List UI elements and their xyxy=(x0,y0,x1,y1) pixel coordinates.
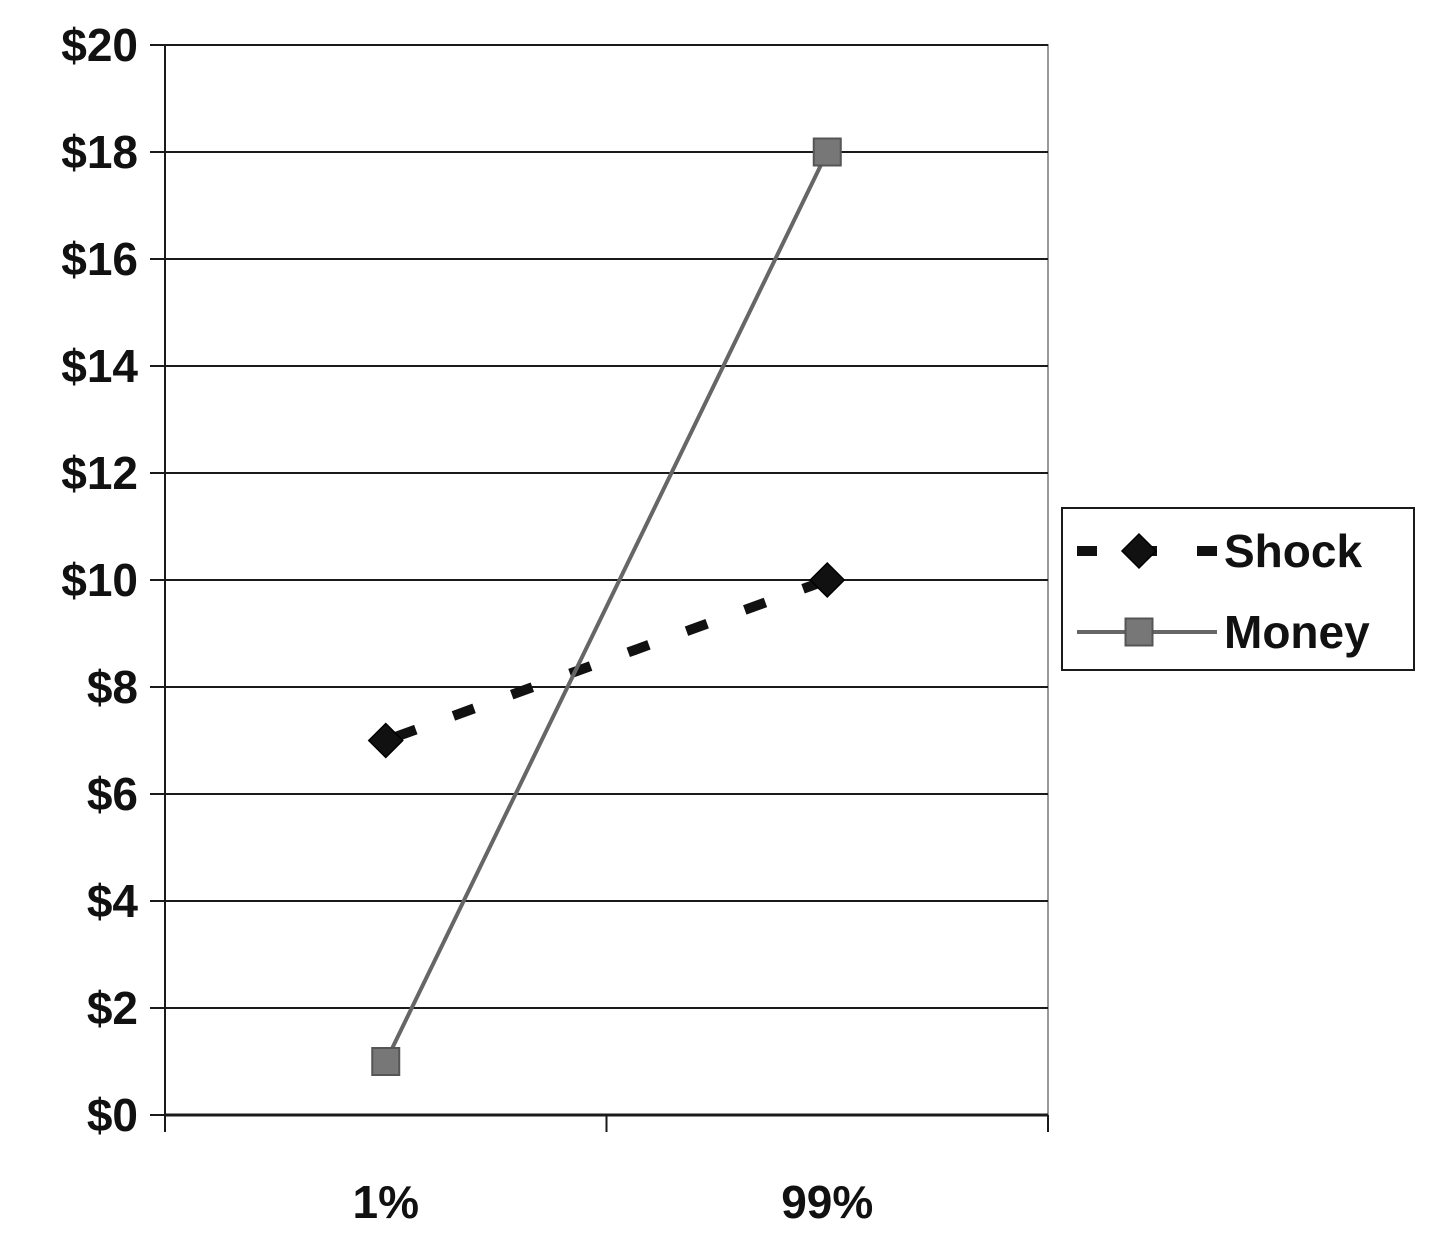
y-tick-label: $6 xyxy=(87,768,138,820)
y-tick-label: $12 xyxy=(61,447,138,499)
y-tick-label: $8 xyxy=(87,661,138,713)
gridlines xyxy=(165,44,1048,1009)
x-tick-label: 1% xyxy=(353,1176,419,1228)
data-point-money xyxy=(371,1047,401,1076)
y-tick-label: $10 xyxy=(61,554,138,606)
legend: Shock Money xyxy=(1061,507,1415,671)
legend-marker-shock xyxy=(1120,532,1158,570)
series-line-money xyxy=(383,151,830,1063)
data-point-shock xyxy=(367,722,404,759)
legend-label-money: Money xyxy=(1224,606,1370,658)
y-axis-ticks: $0 $2 $4 $6 $8 $10 $12 $14 $16 $18 $20 xyxy=(61,19,165,1141)
y-tick-label: $4 xyxy=(87,875,139,927)
legend-marker-money xyxy=(1124,617,1154,647)
y-tick-label: $16 xyxy=(61,233,138,285)
y-tick-label: $14 xyxy=(61,340,138,392)
x-tick-label: 99% xyxy=(781,1176,873,1228)
y-tick-label: $0 xyxy=(87,1089,138,1141)
series-line-shock xyxy=(384,575,829,746)
series-lines xyxy=(367,137,846,1076)
x-axis-ticks: 1% 99% xyxy=(164,1115,1049,1228)
y-tick-label: $2 xyxy=(87,982,138,1034)
legend-box xyxy=(1061,507,1415,671)
y-tick-label: $20 xyxy=(61,19,138,71)
data-point-shock xyxy=(809,561,846,599)
y-tick-label: $18 xyxy=(61,126,138,178)
data-point-money xyxy=(812,137,842,167)
legend-label-shock: Shock xyxy=(1224,525,1362,577)
